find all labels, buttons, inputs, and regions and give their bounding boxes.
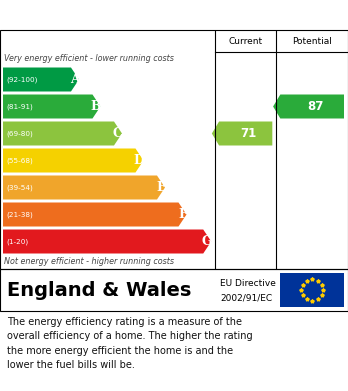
Text: (92-100): (92-100) xyxy=(6,76,37,83)
Text: (21-38): (21-38) xyxy=(6,211,33,218)
Polygon shape xyxy=(3,68,79,91)
Text: EU Directive: EU Directive xyxy=(220,279,276,288)
Text: Not energy efficient - higher running costs: Not energy efficient - higher running co… xyxy=(4,257,174,266)
Polygon shape xyxy=(273,95,344,118)
Text: (69-80): (69-80) xyxy=(6,130,33,137)
Text: E: E xyxy=(157,181,166,194)
Text: Energy Efficiency Rating: Energy Efficiency Rating xyxy=(8,7,218,23)
Text: (39-54): (39-54) xyxy=(6,184,33,191)
Text: B: B xyxy=(91,100,102,113)
Text: England & Wales: England & Wales xyxy=(7,280,191,300)
Text: 2002/91/EC: 2002/91/EC xyxy=(220,294,272,303)
Polygon shape xyxy=(3,149,143,172)
Text: (55-68): (55-68) xyxy=(6,157,33,164)
Polygon shape xyxy=(3,176,165,199)
Text: Current: Current xyxy=(229,36,263,45)
Text: The energy efficiency rating is a measure of the
overall efficiency of a home. T: The energy efficiency rating is a measur… xyxy=(7,317,253,370)
Text: F: F xyxy=(179,208,188,221)
Text: A: A xyxy=(70,73,80,86)
Text: (81-91): (81-91) xyxy=(6,103,33,110)
Text: Very energy efficient - lower running costs: Very energy efficient - lower running co… xyxy=(4,54,174,63)
Polygon shape xyxy=(3,230,211,253)
Polygon shape xyxy=(3,95,101,118)
Text: G: G xyxy=(201,235,212,248)
Text: (1-20): (1-20) xyxy=(6,238,28,245)
Polygon shape xyxy=(212,122,272,145)
Polygon shape xyxy=(3,203,187,226)
Text: Potential: Potential xyxy=(292,36,332,45)
Polygon shape xyxy=(3,122,122,145)
Text: 71: 71 xyxy=(240,127,257,140)
Bar xyxy=(280,273,344,307)
Text: 87: 87 xyxy=(307,100,323,113)
Text: D: D xyxy=(134,154,144,167)
Text: C: C xyxy=(113,127,123,140)
